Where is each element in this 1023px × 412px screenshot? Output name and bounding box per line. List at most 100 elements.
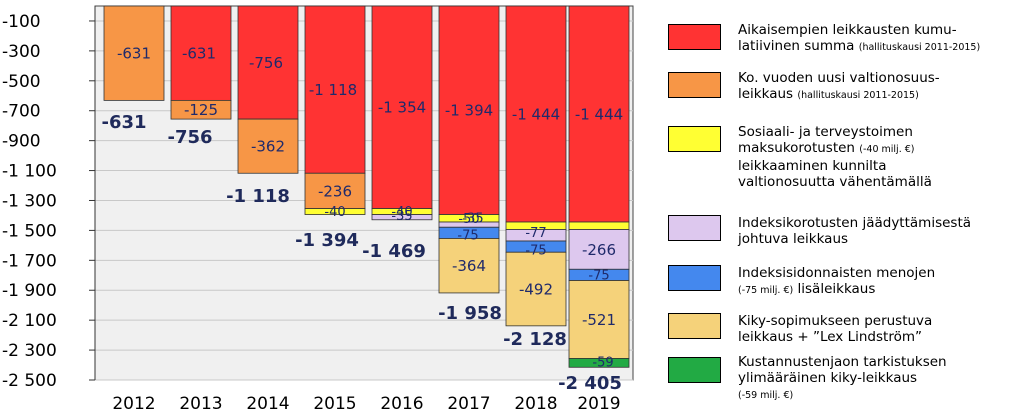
segment-label: -756 (249, 54, 283, 72)
segment-label: -75 (588, 269, 609, 284)
segment-label: -40 (391, 205, 412, 220)
legend-text-line: valtionosuutta vähentämällä (738, 174, 932, 190)
segment-label: -50 (458, 212, 479, 227)
segment-label: -40 (324, 205, 345, 220)
bar-segment (505, 251, 567, 327)
total-label: -631 (101, 112, 146, 133)
segment-label: -1 444 (575, 105, 623, 123)
x-tick-label: 2015 (313, 394, 356, 412)
legend-swatch-extra-kiky (668, 357, 721, 383)
legend-text-line: ylimääräinen kiky-leikkaus (738, 370, 918, 386)
stacked-bar-chart: -631 -631 -125 -756 -362 -1 118 -236 -40 -1 354 -… (2, 5, 634, 412)
segment-label: -631 (117, 45, 151, 63)
segment-label: -75 (457, 229, 478, 244)
bar-segment (438, 5, 500, 215)
total-label: -2 128 (503, 329, 567, 350)
y-tick-label: -1 700 (2, 251, 57, 271)
legend-text-line: Indeksisidonnaisten menojen (738, 265, 936, 281)
x-tick-label: 2017 (447, 394, 490, 412)
segment-label: -77 (525, 226, 546, 241)
segment-label: -364 (452, 257, 486, 275)
bar-segment (304, 172, 366, 209)
x-tick-label: 2014 (246, 394, 289, 412)
legend-text-line: leikkaus (738, 86, 794, 102)
bar-segment (371, 5, 433, 209)
legend-text-line: leikkaus + ”Lex Lindström” (738, 329, 922, 345)
bar-segment (505, 5, 567, 223)
x-tick-label: 2019 (577, 394, 620, 412)
bar-segment (568, 280, 630, 359)
segment-label: -521 (582, 311, 616, 329)
total-label: -756 (167, 127, 212, 148)
bar-segment (170, 5, 232, 101)
total-label: -1 394 (295, 230, 359, 251)
y-tick-label: -700 (2, 102, 41, 122)
x-tick-label: 2013 (179, 394, 222, 412)
y-tick-label: -2 500 (2, 371, 57, 391)
legend-swatch-cumulative (668, 24, 721, 50)
total-label: -1 118 (226, 186, 290, 207)
segment-label: -492 (519, 280, 553, 298)
bar-segment (304, 208, 366, 215)
segment-label: -1 394 (445, 102, 493, 120)
y-tick-label: -1 500 (2, 221, 57, 241)
legend-text-line: maksukorotusten (738, 140, 855, 156)
legend-swatch-index-freeze (668, 215, 721, 241)
legend-text-line: latiivinen summa (738, 38, 855, 54)
y-tick-label: -300 (2, 42, 41, 62)
legend-text-line: lisäleikkaus (797, 281, 876, 297)
x-tick-label: 2016 (380, 394, 423, 412)
segment-label: -631 (182, 45, 216, 63)
segment-label: -75 (525, 243, 546, 258)
x-tick-label: 2012 (112, 394, 155, 412)
bar-segment (568, 229, 630, 270)
total-label: -2 405 (558, 373, 622, 394)
segment-label: -1 118 (309, 81, 357, 99)
legend: Aikaisempien leikkausten kumu- latiivine… (668, 0, 1023, 412)
legend-text-line: Ko. vuoden uusi valtionosuus- (738, 70, 940, 86)
bar-segment (568, 358, 630, 368)
segment-label: -362 (251, 138, 285, 156)
segment-label: -1 354 (378, 99, 426, 117)
segment-label: -266 (582, 241, 616, 259)
segment-label: -236 (318, 182, 352, 200)
legend-text-line: Kustannustenjaon tarkistuksen (738, 354, 947, 370)
legend-note: (-75 milj. €) (738, 285, 794, 296)
legend-swatch-index-linked (668, 265, 721, 291)
total-label: -1 958 (438, 303, 502, 324)
legend-text-line: johtuva leikkaus (738, 231, 849, 247)
legend-text-line: Indeksikorotusten jäädyttämisestä (738, 215, 972, 231)
legend-text-line: Sosiaali- ja terveystoimen (738, 124, 913, 140)
x-tick-label: 2018 (514, 394, 557, 412)
y-tick-label: -900 (2, 132, 41, 152)
bar-segment (237, 5, 299, 120)
legend-note: (hallituskausi 2011-2015) (797, 90, 919, 101)
bar-segment (237, 118, 299, 174)
legend-swatch-new-cut (668, 72, 721, 98)
legend-text-line: Kiky-sopimukseen perustuva (738, 313, 933, 329)
legend-text-line: Aikaisempien leikkausten kumu- (738, 22, 957, 38)
legend-swatch-kiky (668, 313, 721, 339)
legend-note: (-59 milj. €) (738, 390, 794, 401)
segment-label: -35 (462, 211, 483, 226)
y-tick-label: -2 100 (2, 311, 57, 331)
legend-note: (-40 milj. €) (859, 144, 915, 155)
y-tick-label: -500 (2, 72, 41, 92)
legend-swatch-fee-increase (668, 126, 721, 152)
y-tick-label: -1 300 (2, 191, 57, 211)
legend-text-line: leikkaaminen kunnilta (738, 158, 887, 174)
segment-label: -125 (184, 101, 218, 119)
y-tick-label: -1 100 (2, 162, 57, 182)
y-tick-label: -2 300 (2, 341, 57, 361)
segment-label: -59 (592, 356, 613, 371)
bar-segment (103, 5, 165, 101)
bar-segment (304, 5, 366, 174)
bar-segment (438, 238, 500, 294)
segment-label: -1 444 (512, 105, 560, 123)
y-tick-label: -100 (2, 12, 41, 32)
y-tick-label: -1 900 (2, 281, 57, 301)
bar-segment (568, 221, 630, 230)
bar-segment (170, 99, 232, 120)
bar-segment (568, 5, 630, 223)
legend-note: (hallituskausi 2011-2015) (858, 42, 981, 53)
